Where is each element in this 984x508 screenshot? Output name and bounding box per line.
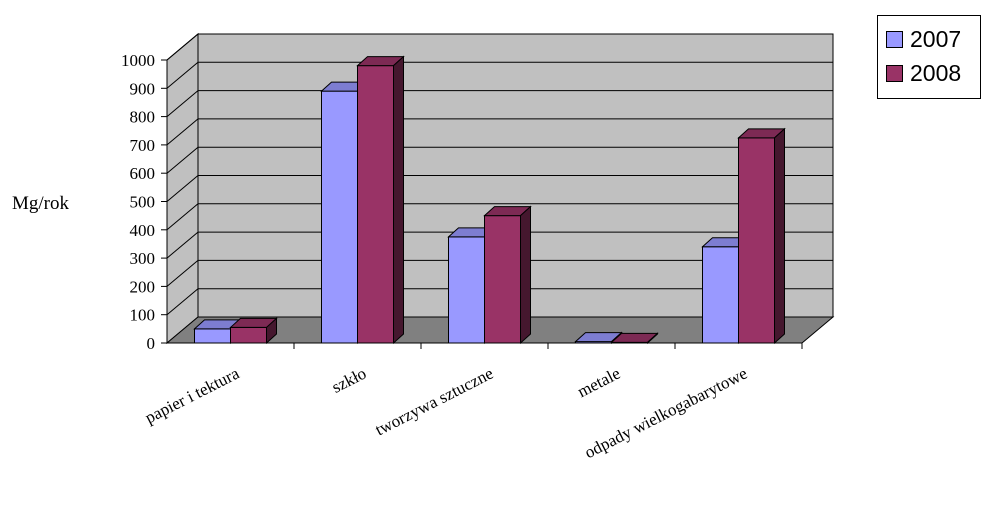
gridline	[166, 259, 833, 287]
bar-side	[520, 205, 531, 345]
gridline	[166, 175, 833, 202]
bar-side	[266, 317, 277, 345]
gridline	[166, 203, 833, 231]
legend: 2007 2008	[877, 15, 981, 99]
bar-front	[448, 236, 485, 344]
y-tick-label: 0	[147, 334, 156, 353]
y-tick-label: 400	[130, 221, 156, 240]
x-category-label: szkło	[329, 364, 370, 397]
y-tick-label: 600	[130, 164, 156, 183]
bar-front	[321, 90, 358, 344]
bar-front	[194, 328, 231, 344]
y-tick-label: 100	[130, 306, 156, 325]
x-category-label: tworzywa sztuczne	[372, 364, 496, 440]
y-tick-label: 800	[130, 108, 156, 127]
gridline	[166, 146, 833, 174]
legend-item-2007: 2007	[886, 24, 961, 54]
gridline	[166, 33, 833, 61]
legend-label-2007: 2007	[910, 25, 962, 52]
bar-2008-3	[483, 205, 532, 345]
y-tick-label: 1000	[121, 51, 155, 70]
gridline	[166, 288, 833, 316]
bar-side	[774, 127, 785, 345]
bar-2008-1	[229, 317, 278, 345]
legend-swatch-2008	[886, 64, 903, 82]
gridline	[166, 231, 833, 259]
gridline	[166, 90, 833, 117]
x-category-label: metale	[574, 364, 623, 402]
legend-item-2008: 2008	[886, 58, 961, 88]
y-tick-label: 200	[130, 277, 156, 296]
legend-swatch-2007	[886, 30, 903, 48]
bar-2008-2	[356, 55, 405, 345]
y-tick-label: 900	[130, 79, 156, 98]
y-tick-label: 700	[130, 136, 156, 155]
legend-label-2008: 2008	[910, 59, 962, 86]
bar-front	[738, 137, 775, 344]
bar-side	[393, 55, 404, 345]
bar-front	[702, 246, 739, 344]
bar-2008-5	[737, 127, 786, 345]
bar-front	[357, 65, 394, 344]
y-tick-label: 300	[130, 249, 156, 268]
gridline	[166, 61, 833, 89]
y-axis-label: Mg/rok	[12, 193, 70, 214]
gridline	[166, 118, 833, 146]
x-category-label: papier i tektura	[142, 363, 243, 427]
y-tick-label: 500	[130, 193, 156, 212]
bar-front	[484, 215, 521, 344]
bar-front	[230, 326, 267, 344]
